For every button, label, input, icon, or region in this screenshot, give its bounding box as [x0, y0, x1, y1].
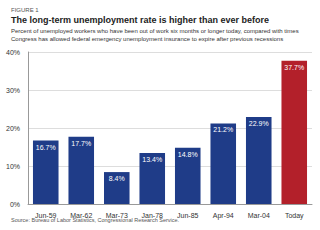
svg-text:13.4%: 13.4% — [142, 156, 162, 163]
svg-text:Mar-62: Mar-62 — [70, 212, 93, 219]
svg-text:Source: Bureau of Labor Statis: Source: Bureau of Labor Statistics, Cong… — [11, 217, 180, 223]
svg-text:10%: 10% — [6, 163, 20, 170]
svg-text:14.8%: 14.8% — [178, 151, 198, 158]
svg-text:Mar-73: Mar-73 — [105, 212, 128, 219]
svg-text:Mar-04: Mar-04 — [248, 212, 270, 219]
svg-text:21.2%: 21.2% — [213, 126, 233, 133]
svg-text:Jan-78: Jan-78 — [141, 212, 163, 219]
svg-text:FIGURE 1: FIGURE 1 — [11, 7, 39, 13]
svg-text:Today: Today — [285, 212, 304, 220]
svg-text:22.9%: 22.9% — [249, 120, 269, 127]
svg-text:Percent of unemployed workers: Percent of unemployed workers who have b… — [11, 28, 300, 34]
svg-text:16.7%: 16.7% — [36, 144, 56, 151]
svg-text:The long-term unemployment rat: The long-term unemployment rate is highe… — [11, 15, 269, 25]
svg-text:Jun-59: Jun-59 — [35, 212, 57, 219]
svg-text:Congress has allowed federal e: Congress has allowed federal emergency u… — [11, 36, 283, 42]
svg-text:0%: 0% — [10, 201, 20, 208]
svg-text:17.7%: 17.7% — [71, 140, 91, 147]
svg-text:20%: 20% — [6, 125, 20, 132]
svg-text:30%: 30% — [6, 87, 20, 94]
svg-text:Apr-94: Apr-94 — [213, 212, 234, 220]
svg-text:37.7%: 37.7% — [284, 64, 304, 71]
svg-text:8.4%: 8.4% — [109, 175, 125, 182]
svg-text:40%: 40% — [6, 49, 20, 56]
svg-text:Jun-85: Jun-85 — [177, 212, 199, 219]
